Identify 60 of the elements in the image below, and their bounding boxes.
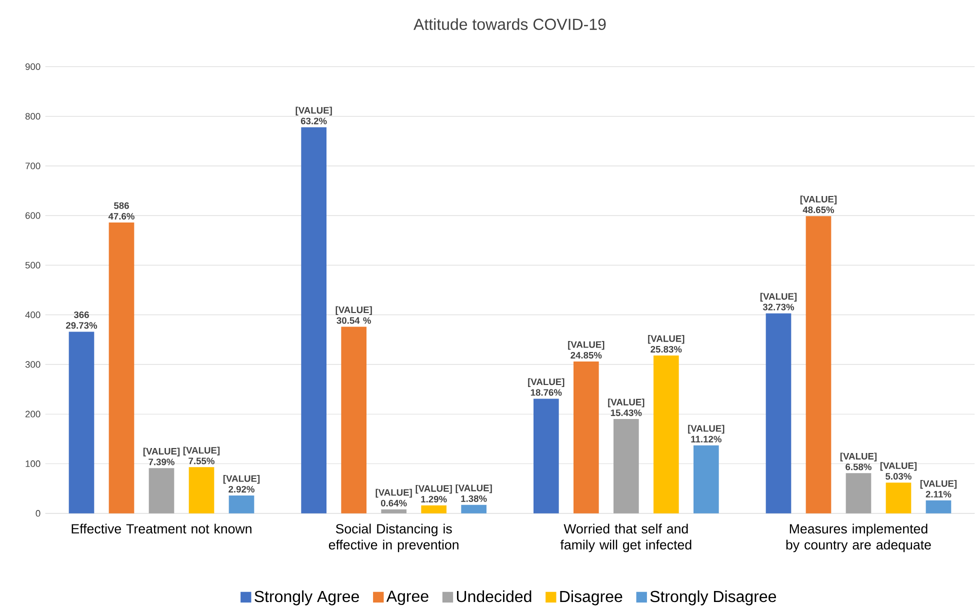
annotation: 586 47.6%: [108, 202, 134, 220]
legend-label: Agree: [386, 590, 428, 606]
x-tick-label: Effective Treatment not known: [72, 524, 252, 534]
y-tick-label: 400: [25, 312, 40, 318]
bar: [461, 504, 486, 514]
y-tick-label: 600: [26, 212, 40, 219]
annotation: [VALUE] 0.64%: [376, 488, 412, 506]
x-tick-label: Worried that self and family will get infected: [560, 524, 692, 552]
bar: [188, 467, 214, 514]
y-tick-label: 300: [25, 361, 40, 368]
bar: [694, 445, 719, 514]
bar: [148, 468, 174, 514]
x-tick-label: Measures implemented by country are adequate: [786, 524, 931, 552]
annotation: [VALUE] 6.58%: [840, 452, 877, 470]
bar: [228, 495, 254, 514]
annotation: [VALUE] 25.83%: [648, 335, 684, 353]
annotation: [VALUE] 2.11%: [920, 480, 957, 498]
bar: [926, 500, 952, 514]
annotation: [VALUE] 1.38%: [456, 484, 492, 502]
annotation: 366 29.73%: [66, 311, 98, 329]
chart-title: Attitude towards COVID-19: [414, 18, 606, 30]
bar: [806, 216, 832, 514]
legend-label: Strongly Agree: [254, 590, 359, 606]
bar: [766, 313, 792, 514]
bar: [421, 505, 446, 514]
y-tick-label: 900: [25, 63, 40, 70]
bar: [68, 332, 94, 514]
annotation: [VALUE] 30.54 %: [336, 306, 372, 324]
annotation: [VALUE] 2.92%: [223, 475, 260, 493]
bar: [301, 127, 326, 514]
annotation: [VALUE] 11.12%: [688, 424, 724, 442]
y-tick-label: 100: [26, 460, 40, 468]
annotation: [VALUE] 63.2%: [296, 106, 332, 124]
x-tick-label: Social Distancing is effective in prevention: [328, 524, 458, 552]
legend-label: Disagree: [560, 590, 622, 606]
bar: [341, 326, 366, 514]
bar: [886, 482, 912, 514]
bar: [614, 419, 639, 514]
bar: [108, 222, 134, 514]
y-tick-label: 700: [26, 162, 40, 170]
bar: [846, 473, 872, 514]
y-tick-label: 500: [25, 262, 40, 268]
y-tick-label: 0: [36, 510, 40, 517]
annotation: [VALUE] 18.76%: [528, 378, 564, 396]
y-tick-label: 200: [26, 410, 40, 418]
legend-label: Undecided: [456, 590, 532, 602]
bar: [574, 361, 599, 514]
annotation: [VALUE] 32.73%: [760, 292, 797, 310]
legend-label: Strongly Disagree: [650, 590, 776, 606]
annotation: [VALUE] 7.55%: [183, 446, 220, 464]
annotation: [VALUE] 15.43%: [608, 398, 644, 416]
annotation: [VALUE] 24.85%: [568, 341, 604, 359]
annotation: [VALUE] 1.29%: [416, 484, 452, 502]
bar: [534, 398, 559, 514]
annotation: [VALUE] 48.65%: [800, 196, 837, 214]
bar: [381, 509, 406, 514]
annotation: [VALUE] 7.39%: [143, 448, 180, 466]
annotation: [VALUE] 5.03%: [880, 462, 917, 480]
bar: [654, 356, 679, 514]
y-tick-label: 800: [25, 113, 40, 120]
